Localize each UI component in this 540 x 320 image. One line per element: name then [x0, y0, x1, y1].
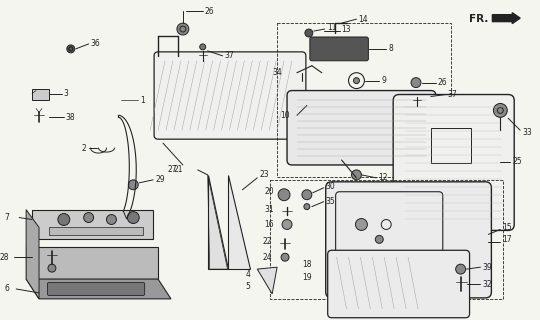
Text: FR.: FR. — [469, 14, 488, 24]
Bar — [431, 128, 470, 163]
Circle shape — [200, 44, 206, 50]
Circle shape — [305, 29, 313, 37]
Polygon shape — [257, 267, 277, 294]
FancyBboxPatch shape — [48, 283, 145, 295]
FancyBboxPatch shape — [393, 94, 514, 230]
Circle shape — [106, 215, 117, 225]
Text: 15: 15 — [502, 223, 512, 232]
Text: 27: 27 — [168, 165, 178, 174]
Polygon shape — [32, 210, 153, 239]
Polygon shape — [26, 247, 158, 279]
Circle shape — [302, 190, 312, 200]
Text: 24: 24 — [262, 253, 272, 262]
FancyArrow shape — [492, 13, 520, 24]
Bar — [270, 180, 503, 299]
Text: 5: 5 — [246, 283, 251, 292]
Text: 33: 33 — [522, 128, 532, 137]
Polygon shape — [32, 89, 49, 100]
Circle shape — [352, 170, 361, 180]
Text: 34: 34 — [272, 68, 282, 77]
Text: 31: 31 — [265, 205, 274, 214]
Text: 37: 37 — [225, 51, 234, 60]
Circle shape — [58, 213, 70, 226]
Text: 26: 26 — [438, 78, 448, 87]
Text: 4: 4 — [246, 269, 251, 279]
Polygon shape — [208, 175, 227, 269]
Text: 20: 20 — [265, 187, 274, 196]
Text: 8: 8 — [388, 44, 393, 53]
Text: 38: 38 — [66, 113, 76, 122]
Text: 3: 3 — [64, 89, 69, 98]
Text: 29: 29 — [155, 175, 165, 184]
Text: 16: 16 — [265, 220, 274, 229]
Polygon shape — [26, 210, 39, 299]
Circle shape — [304, 204, 310, 210]
Text: 23: 23 — [259, 170, 269, 180]
FancyBboxPatch shape — [326, 182, 491, 298]
Circle shape — [48, 264, 56, 272]
Text: 18: 18 — [302, 260, 312, 269]
Text: 35: 35 — [326, 197, 335, 206]
Circle shape — [354, 78, 360, 84]
Text: 11: 11 — [327, 23, 336, 32]
Text: 7: 7 — [4, 213, 9, 222]
Text: 6: 6 — [4, 284, 9, 293]
Circle shape — [355, 219, 367, 230]
Circle shape — [281, 253, 289, 261]
Text: 9: 9 — [381, 76, 386, 85]
Polygon shape — [227, 175, 251, 269]
Circle shape — [177, 23, 189, 35]
Circle shape — [456, 264, 465, 274]
FancyBboxPatch shape — [287, 91, 436, 165]
Text: 22: 22 — [262, 237, 272, 246]
Bar — [49, 228, 143, 236]
Text: 14: 14 — [359, 15, 368, 24]
FancyBboxPatch shape — [328, 250, 470, 318]
Circle shape — [375, 236, 383, 243]
Text: 12: 12 — [379, 173, 388, 182]
Circle shape — [127, 212, 139, 223]
Text: 32: 32 — [482, 279, 492, 289]
Text: 10: 10 — [280, 111, 290, 120]
Text: 37: 37 — [448, 90, 457, 99]
Text: 26: 26 — [205, 7, 214, 16]
Bar — [277, 23, 451, 177]
Circle shape — [411, 78, 421, 88]
Text: 28: 28 — [0, 253, 9, 262]
Text: 21: 21 — [173, 165, 183, 174]
Circle shape — [278, 189, 290, 201]
Circle shape — [129, 180, 138, 190]
Text: 30: 30 — [326, 182, 335, 191]
FancyBboxPatch shape — [154, 52, 306, 139]
Circle shape — [67, 45, 75, 53]
Circle shape — [282, 220, 292, 229]
Text: 2: 2 — [82, 144, 86, 153]
Text: 25: 25 — [512, 157, 522, 166]
FancyBboxPatch shape — [310, 37, 368, 61]
Text: 19: 19 — [302, 273, 312, 282]
Circle shape — [494, 103, 507, 117]
Text: 36: 36 — [91, 39, 100, 48]
Polygon shape — [26, 279, 171, 299]
Text: 39: 39 — [482, 263, 492, 272]
Circle shape — [84, 212, 93, 222]
Text: 1: 1 — [140, 96, 145, 105]
Text: 17: 17 — [502, 235, 512, 244]
Text: 13: 13 — [342, 25, 351, 34]
